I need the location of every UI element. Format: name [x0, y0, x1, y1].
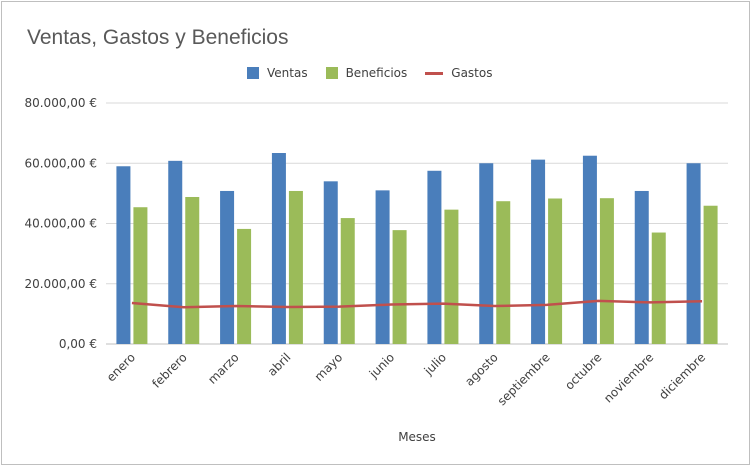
- bar-ventas: [634, 190, 649, 344]
- bar-ventas: [323, 181, 338, 344]
- legend-item-beneficios: Beneficios: [325, 66, 408, 80]
- bar-beneficios: [237, 228, 252, 344]
- bar-ventas: [686, 163, 701, 344]
- bar-beneficios: [185, 196, 200, 344]
- line-gastos: [131, 299, 703, 309]
- legend-swatch-ventas: [247, 67, 259, 79]
- bar-beneficios: [133, 207, 148, 344]
- y-tick-label: 60.000,00 €: [24, 156, 97, 170]
- x-tick-label: junio: [366, 350, 397, 381]
- legend-label-ventas: Ventas: [267, 66, 308, 80]
- bar-ventas: [427, 170, 442, 344]
- legend-swatch-beneficios: [325, 67, 338, 79]
- bar-beneficios: [651, 232, 666, 344]
- bar-beneficios: [444, 209, 459, 344]
- x-tick-label: noviembre: [601, 350, 656, 405]
- bar-beneficios: [288, 190, 303, 344]
- bar-ventas: [168, 160, 183, 344]
- x-tick-label: abril: [265, 350, 294, 379]
- legend-item-ventas: Ventas: [247, 66, 308, 80]
- x-tick-label: marzo: [205, 350, 242, 387]
- x-axis-title: Meses: [398, 430, 436, 444]
- bar-ventas: [479, 163, 494, 344]
- y-tick-label: 40.000,00 €: [24, 217, 97, 231]
- bar-beneficios: [548, 198, 563, 344]
- y-tick-label: 0,00 €: [59, 337, 97, 351]
- legend-label-gastos: Gastos: [451, 66, 493, 80]
- legend-swatch-gastos: [425, 71, 444, 75]
- x-tick-label: septiembre: [495, 350, 553, 408]
- y-tick-label: 80.000,00 €: [24, 96, 97, 110]
- x-tick-label: enero: [104, 350, 138, 384]
- bar-ventas: [116, 166, 131, 344]
- bar-beneficios: [599, 198, 614, 344]
- y-tick-label: 20.000,00 €: [24, 277, 97, 291]
- bar-ventas: [375, 190, 390, 344]
- bar-ventas: [220, 190, 235, 344]
- bar-ventas: [582, 155, 597, 344]
- x-tick-label: mayo: [312, 350, 346, 384]
- bar-beneficios: [703, 205, 718, 344]
- x-tick-label: julio: [421, 350, 449, 378]
- legend-item-gastos: Gastos: [425, 66, 492, 80]
- bar-beneficios: [496, 201, 511, 344]
- legend-label-beneficios: Beneficios: [345, 66, 408, 80]
- bar-beneficios: [340, 218, 355, 344]
- chart-legend: Ventas Beneficios Gastos: [247, 66, 510, 80]
- x-tick-label: diciembre: [656, 350, 708, 402]
- x-tick-label: agosto: [462, 350, 501, 389]
- chart-title: Ventas, Gastos y Beneficios: [27, 26, 289, 49]
- bar-ventas: [531, 159, 546, 344]
- bar-ventas: [271, 153, 286, 344]
- x-tick-label: febrero: [149, 350, 190, 391]
- bar-beneficios: [392, 230, 407, 344]
- x-tick-label: octubre: [562, 350, 604, 392]
